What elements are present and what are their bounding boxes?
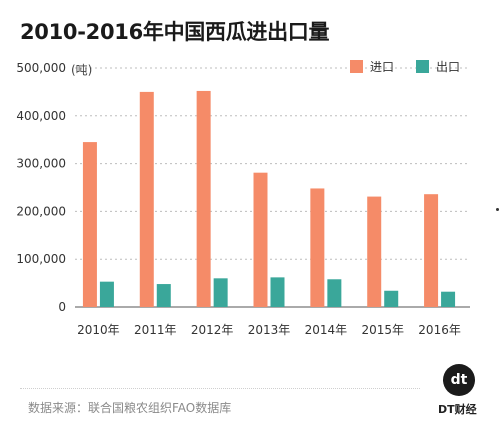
- x-tick-label: 2014年: [305, 323, 348, 337]
- brand-logo: dt: [443, 364, 475, 396]
- bar-import: [367, 196, 382, 307]
- chart-title: 2010-2016年中国西瓜进出口量: [20, 20, 330, 44]
- y-tick-label: 400,000: [16, 109, 66, 123]
- y-unit-label: (吨): [71, 63, 93, 77]
- legend-item-export: 出口: [415, 58, 460, 75]
- legend-item-import: 进口: [349, 58, 394, 75]
- bar-export: [99, 281, 114, 307]
- brand-name: DT财经: [438, 403, 477, 416]
- x-tick-label: 2012年: [191, 323, 234, 337]
- y-tick-label: 500,000: [16, 61, 66, 75]
- bar-export: [441, 291, 456, 307]
- y-tick-label: 0: [58, 300, 66, 314]
- x-tick-label: 2010年: [77, 323, 120, 337]
- y-tick-label: 100,000: [16, 252, 66, 266]
- x-tick-label: 2013年: [248, 323, 291, 337]
- x-tick-label: 2011年: [134, 323, 177, 337]
- legend: 进口 出口: [349, 58, 460, 75]
- legend-swatch-import: [349, 60, 363, 73]
- bar-import: [310, 188, 325, 307]
- bar-export: [270, 277, 285, 307]
- data-source: 数据来源：联合国粮农组织FAO数据库: [28, 401, 232, 415]
- bar-import: [139, 91, 154, 308]
- bar-export: [213, 278, 228, 307]
- bar-export: [156, 284, 171, 307]
- bar-export: [327, 279, 342, 307]
- x-tick-label: 2015年: [361, 323, 404, 337]
- stray-dot: [496, 208, 499, 211]
- bar-export: [384, 290, 399, 307]
- x-tick-label: 2016年: [418, 323, 461, 337]
- legend-label-import: 进口: [369, 60, 394, 74]
- legend-swatch-export: [415, 60, 429, 73]
- bar-import: [424, 194, 439, 307]
- bar-import: [253, 172, 268, 307]
- legend-label-export: 出口: [435, 60, 460, 74]
- y-tick-label: 200,000: [16, 204, 66, 218]
- bar-import: [82, 142, 97, 307]
- bar-import: [196, 90, 211, 307]
- y-tick-label: 300,000: [16, 157, 66, 171]
- footer-divider: [20, 388, 420, 389]
